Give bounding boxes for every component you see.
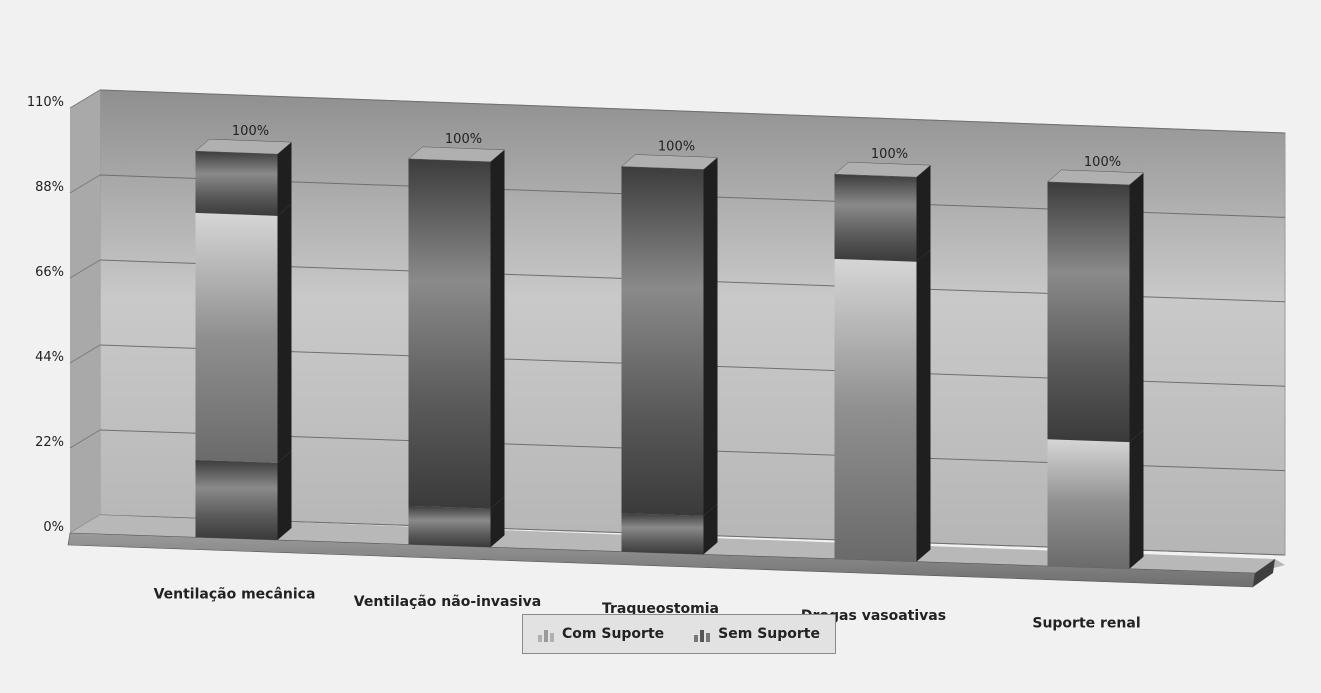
bar-top bbox=[620, 154, 719, 170]
bar-side bbox=[490, 149, 505, 509]
legend-item-sem-suporte[interactable]: Sem Suporte bbox=[694, 626, 820, 642]
bar-side bbox=[916, 165, 931, 262]
x-tick-label: Traqueostomia bbox=[602, 601, 719, 617]
bar-side bbox=[277, 203, 292, 463]
gridline bbox=[69, 344, 101, 364]
y-tick-label: 0% bbox=[43, 520, 64, 535]
bar-segment bbox=[834, 258, 917, 562]
bar-segment bbox=[408, 505, 491, 548]
legend-label: Sem Suporte bbox=[718, 626, 820, 642]
bar-segment bbox=[1047, 439, 1130, 569]
bar-segment bbox=[621, 513, 704, 555]
data-label: 100% bbox=[871, 147, 908, 162]
y-tick-label: 44% bbox=[35, 350, 64, 365]
bar-segment bbox=[621, 166, 704, 516]
y-tick-label: 22% bbox=[35, 435, 64, 450]
bar-segment bbox=[1047, 181, 1130, 443]
bar-side bbox=[1129, 172, 1144, 443]
gridline bbox=[69, 429, 101, 449]
bar-chart-icon bbox=[538, 626, 556, 642]
y-tick-label: 110% bbox=[27, 95, 64, 110]
bar-side bbox=[277, 142, 292, 216]
bar-top bbox=[407, 146, 506, 163]
data-label: 100% bbox=[658, 140, 695, 155]
data-label: 100% bbox=[445, 132, 482, 147]
bar-top bbox=[833, 161, 932, 178]
bar-segment bbox=[834, 174, 917, 262]
legend-item-com-suporte[interactable]: Com Suporte bbox=[538, 626, 664, 642]
bar-segment bbox=[408, 158, 491, 509]
bar-chart-icon bbox=[694, 626, 712, 642]
x-tick-label: Ventilação não-invasiva bbox=[354, 594, 541, 610]
bar-side bbox=[1129, 430, 1144, 569]
bar-segment bbox=[195, 212, 278, 463]
bar-side bbox=[703, 503, 718, 555]
y-axis: 0% 22% 44% 66% 88% 110% bbox=[27, 95, 64, 535]
side-wall bbox=[70, 90, 100, 533]
bars bbox=[194, 138, 1145, 569]
x-tick-label: Suporte renal bbox=[1032, 615, 1140, 631]
value-labels: 100% 100% 100% 100% 100% bbox=[232, 124, 1121, 170]
floor-side bbox=[1253, 559, 1275, 587]
y-tick-label: 88% bbox=[35, 180, 64, 195]
gridline bbox=[99, 89, 1286, 134]
legend: Com Suporte Sem Suporte bbox=[522, 614, 836, 654]
legend-label: Com Suporte bbox=[562, 626, 665, 642]
data-label: 100% bbox=[232, 124, 269, 139]
bar-segment bbox=[195, 460, 278, 541]
bar-side bbox=[490, 496, 505, 548]
bar-side bbox=[277, 450, 292, 541]
x-tick-label: Ventilação mecânica bbox=[154, 587, 316, 603]
bar-segment bbox=[195, 151, 278, 216]
x-axis: Ventilação mecânica Ventilação não-invasi… bbox=[154, 587, 1141, 632]
bar-top bbox=[1046, 169, 1145, 186]
gridline bbox=[69, 174, 101, 194]
x-tick-label: Drogas vasoativas bbox=[801, 608, 946, 624]
gridline bbox=[69, 259, 101, 279]
data-label: 100% bbox=[1084, 155, 1121, 170]
bar-top bbox=[194, 138, 293, 155]
bar-side bbox=[703, 157, 718, 516]
gridline bbox=[69, 89, 101, 109]
y-tick-label: 66% bbox=[35, 265, 64, 280]
bar-side bbox=[916, 249, 931, 562]
